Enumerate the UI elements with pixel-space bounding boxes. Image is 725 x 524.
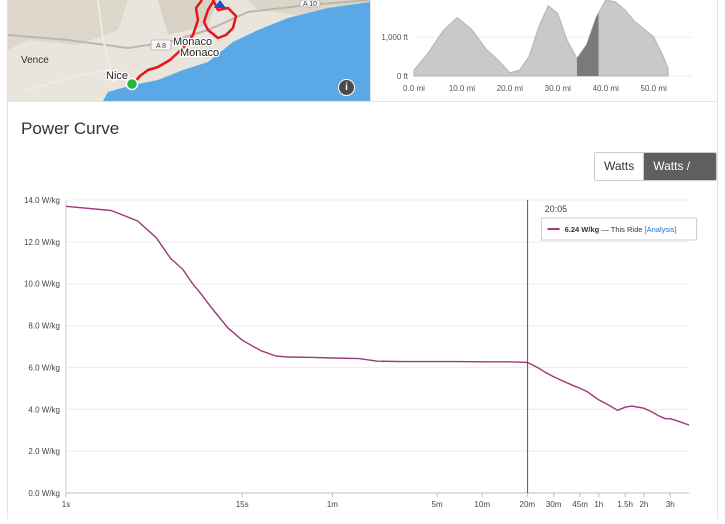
power-x-tick-label: 3h xyxy=(666,500,675,509)
section-title-power-curve: Power Curve xyxy=(21,119,120,138)
svg-text:A 8: A 8 xyxy=(156,43,166,50)
map-label-monaco-1: Monaco xyxy=(173,36,212,48)
power-y-tick-label: 4.0 W/kg xyxy=(28,405,60,414)
units-toggle[interactable]: Watts Watts / KG xyxy=(594,152,717,181)
tooltip-value: 6.24 W/kg xyxy=(565,225,600,234)
power-y-tick-label: 0.0 W/kg xyxy=(28,489,60,498)
power-y-tick-label: 6.0 W/kg xyxy=(28,363,60,372)
elevation-x-tick-label: 20.0 mi xyxy=(497,84,523,93)
map-label-vence: Vence xyxy=(21,55,49,66)
road-shield-a8: A 8 xyxy=(150,39,172,51)
start-marker-icon xyxy=(125,77,139,91)
power-y-tick-label: 8.0 W/kg xyxy=(28,322,60,331)
power-x-tick-label: 30m xyxy=(546,500,562,509)
power-x-tick-label: 1s xyxy=(62,500,70,509)
power-x-tick-label: 1h xyxy=(594,500,603,509)
direction-marker-icon xyxy=(214,0,226,8)
elevation-y-tick-label: 0 ft xyxy=(397,72,409,81)
tooltip-box xyxy=(541,217,698,241)
route-map[interactable]: A 8 A 10 Vence Nice Monaco Monaco i xyxy=(8,0,371,101)
power-x-tick-label: 45m xyxy=(572,500,588,509)
tooltip-separator: — xyxy=(599,225,611,234)
power-x-tick-label: 15s xyxy=(236,500,249,509)
watts-toggle-button[interactable]: Watts xyxy=(595,153,644,180)
tooltip-series-name: This Ride xyxy=(611,225,645,234)
tooltip-text: 6.24 W/kg — This Ride [Analysis] xyxy=(565,225,677,234)
elevation-y-tick-label: 1,000 ft xyxy=(381,33,408,42)
map-label-monaco-2: Monaco xyxy=(180,47,219,59)
power-series-line xyxy=(65,205,690,426)
activity-page: A 8 A 10 Vence Nice Monaco Monaco i xyxy=(7,0,718,519)
power-curve-chart[interactable]: 0.0 W/kg 2.0 W/kg 4.0 W/kg 6.0 W/kg 8.0 W/kg… xyxy=(8,190,717,519)
elevation-area xyxy=(413,0,669,77)
power-x-tick-label: 2h xyxy=(639,500,648,509)
power-x-tick-label: 1.5h xyxy=(617,500,633,509)
elevation-x-tick-label: 0.0 mi xyxy=(403,84,425,93)
svg-text:A 10: A 10 xyxy=(303,1,317,8)
route-line xyxy=(132,0,238,85)
elevation-highlight xyxy=(576,0,599,76)
road-shield-a10: A 10 xyxy=(299,0,321,8)
power-y-tick-label: 2.0 W/kg xyxy=(28,447,60,456)
elevation-x-tick-label: 30.0 mi xyxy=(545,84,571,93)
elevation-x-tick-label: 40.0 mi xyxy=(593,84,619,93)
summary-row: A 8 A 10 Vence Nice Monaco Monaco i xyxy=(8,0,717,102)
map-label-nice: Nice xyxy=(106,70,128,82)
power-y-tick-label: 12.0 W/kg xyxy=(24,238,60,247)
power-x-tick-label: 10m xyxy=(474,500,490,509)
info-icon[interactable]: i xyxy=(338,79,355,96)
power-y-tick-label: 14.0 W/kg xyxy=(24,196,60,205)
tooltip-link-close: ] xyxy=(675,225,677,234)
elevation-chart[interactable]: 1,000 ft 0 ft 0.0 mi 10.0 mi 20.0 mi 30.0 mi 4… xyxy=(370,0,717,101)
power-y-tick-label: 10.0 W/kg xyxy=(24,280,60,289)
tooltip-link-open: [ xyxy=(645,225,648,234)
watts-per-kg-toggle-button[interactable]: Watts / KG xyxy=(643,153,716,180)
tooltip-time: 20:05 xyxy=(545,204,568,214)
elevation-x-tick-label: 50.0 mi xyxy=(641,84,667,93)
elevation-x-tick-label: 10.0 mi xyxy=(449,84,475,93)
power-x-tick-label: 5m xyxy=(432,500,443,509)
tooltip-analysis-link[interactable]: Analysis xyxy=(647,225,675,234)
power-x-tick-label: 20m xyxy=(520,500,536,509)
power-x-tick-label: 1m xyxy=(327,500,338,509)
